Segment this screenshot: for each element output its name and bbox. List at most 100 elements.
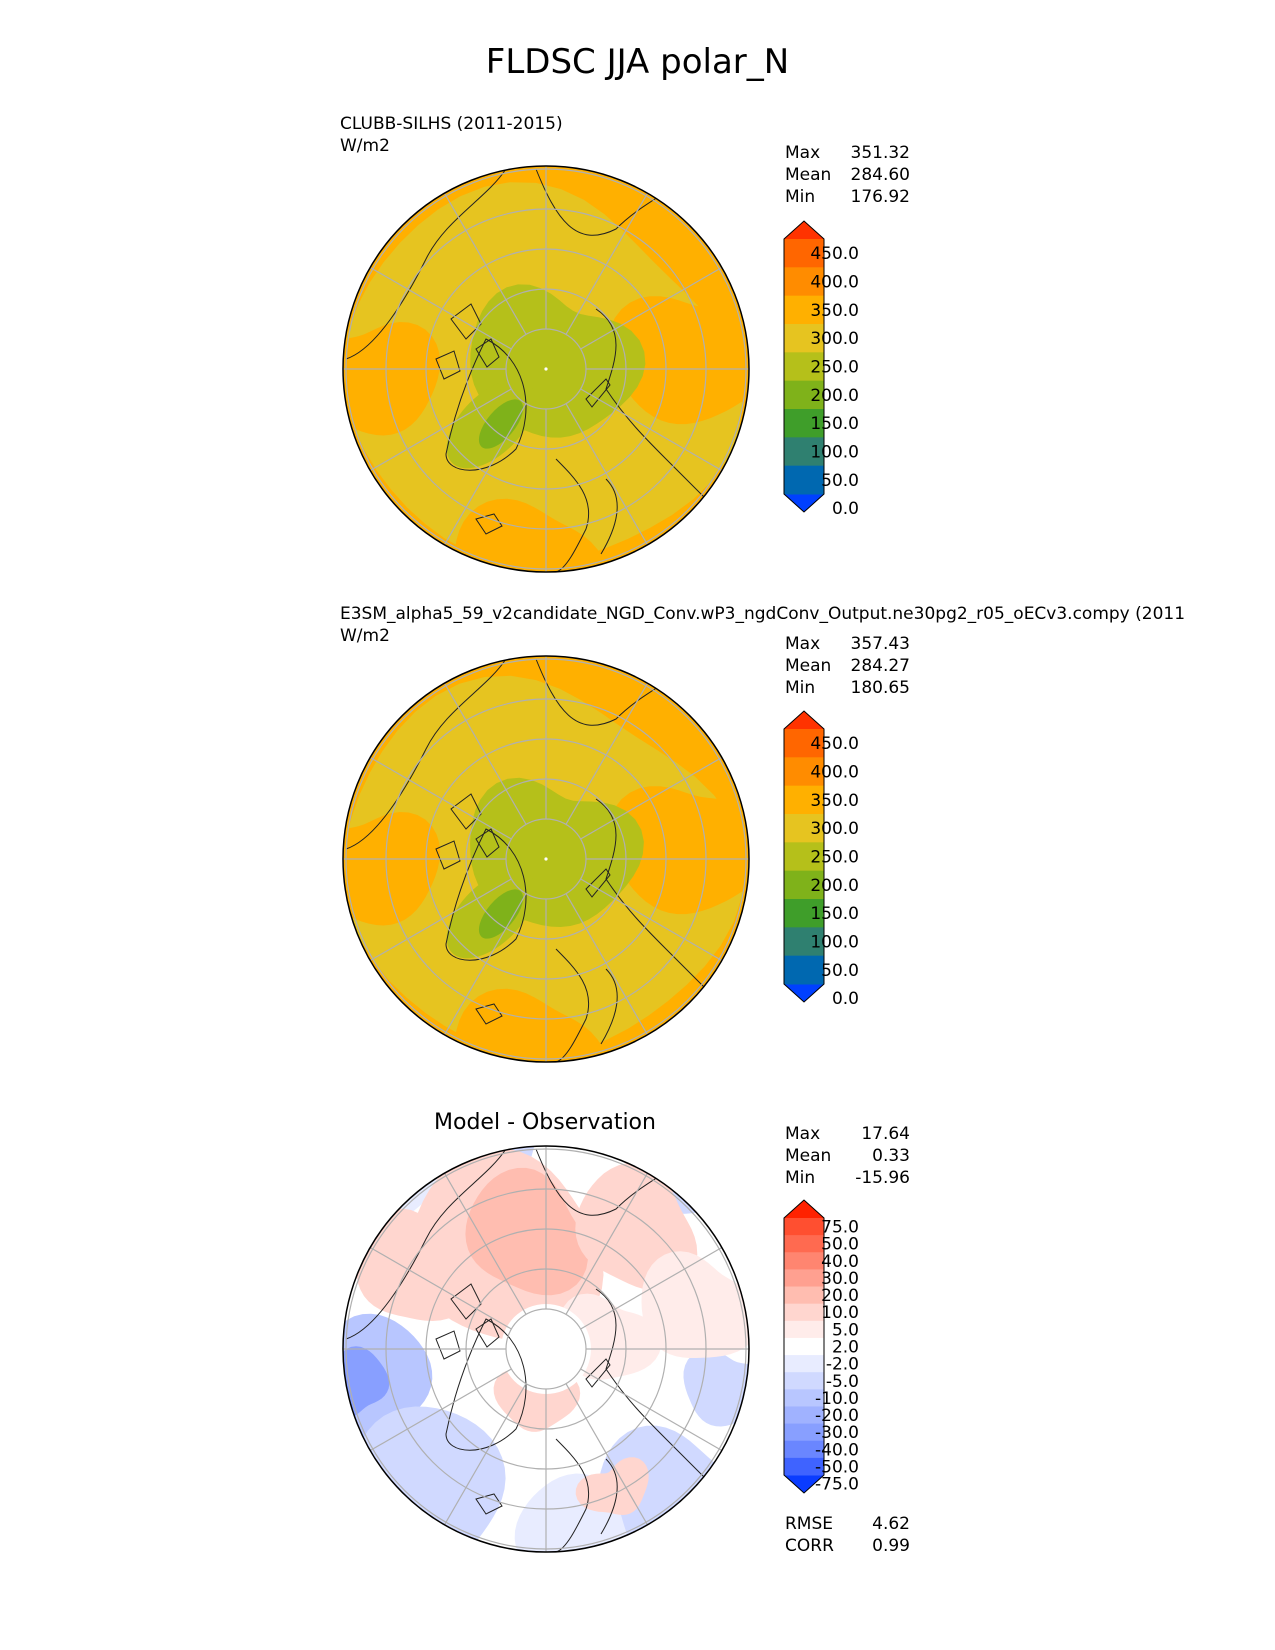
colorbar-tick-label: 5.0 [832,1320,859,1340]
colorbar-extend-min [784,494,824,512]
field-band [478,399,524,449]
meridian-line [565,1172,649,1315]
colorbar-tick-label: 75.0 [821,1218,859,1238]
metric-value: 4.62 [872,1514,910,1534]
field-band [454,498,607,572]
colorbar-tick-label: 40.0 [821,1252,859,1272]
coastline [600,968,618,1045]
colorbar-outline [783,1199,825,1494]
colorbar-segment [784,729,824,758]
colorbar-segment [784,1355,824,1373]
colorbar-segment [784,1235,824,1253]
coastline [475,338,500,368]
meridian-line [369,878,512,962]
pole-marker [544,1347,548,1351]
colorbar-tick-label: 400.0 [810,273,859,293]
metric-label: RMSE [785,1514,834,1534]
coastline [475,828,500,858]
colorbar-extend-max [784,221,824,239]
colorbar-extend-min [784,1475,824,1493]
stat-label: Max [785,1124,821,1144]
meridian-line [369,266,512,350]
meridian-line [443,893,527,1036]
colorbar-tick-label: -50.0 [815,1457,859,1477]
colorbar-tick-label: 400.0 [810,763,859,783]
colorbar-tick-label: -20.0 [815,1406,859,1426]
field-band [608,296,749,425]
field [343,1146,749,1552]
map-outline [342,165,750,573]
colorbar-segment [784,1389,824,1407]
meridian-line [565,682,649,825]
colorbar-segment [784,785,824,815]
coastline [600,478,618,555]
colorbar-segment [784,267,824,297]
metric-value: 0.99 [872,1536,910,1556]
stat-label: Mean [785,656,832,676]
coastline [475,1318,500,1348]
stat-value: -15.96 [855,1168,910,1188]
stat-value: 351.32 [850,143,910,163]
meridian-line [369,1368,512,1452]
colorbar-tick-label: 100.0 [810,443,859,463]
colorbar-extend-min [784,984,824,1002]
coastline [595,798,727,1010]
coastline [435,840,461,870]
field-band [575,1457,649,1515]
meridian-line [369,756,512,840]
colorbar-segment [784,927,824,957]
colorbar-tick-label: 20.0 [821,1286,859,1306]
stat-label: Max [785,634,821,654]
coastline [450,793,482,830]
coastline [585,378,611,408]
colorbar-tick-label: 250.0 [810,358,859,378]
meridian-line [369,1246,512,1330]
coastline [345,658,507,850]
coastline [595,1288,727,1500]
colorbar-tick-label: 2.0 [832,1338,859,1358]
colorbar-extend-max [784,711,824,729]
colorbar-tick-label: 50.0 [821,471,859,491]
colorbar-tick-label: 350.0 [810,791,859,811]
colorbar-extend-max [784,1200,824,1218]
meridian-line [565,893,649,1036]
colorbar-segment [784,1269,824,1288]
colorbar-tick-label: 200.0 [810,876,859,896]
colorbar-segment [784,955,824,985]
colorbar-outline [783,710,825,1003]
panel-1-stats: Max 351.32 Mean 284.60 Min 176.92 [785,143,910,209]
coastline [345,1148,507,1340]
map-outline [342,655,750,1063]
colorbar-segment [784,465,824,495]
stat-value: 17.64 [861,1124,910,1144]
colorbar-segment [784,1303,824,1322]
panel-3-stats: Max 17.64 Mean 0.33 Min -15.96 [785,1124,910,1190]
colorbar-segment [784,1252,824,1270]
colorbar-tick-label: 50.0 [821,961,859,981]
panel-2-units: W/m2 [340,626,390,646]
field [343,656,749,1062]
coastline [475,1493,503,1515]
field-band [608,786,749,915]
colorbar-tick-label: 150.0 [810,904,859,924]
stat-label: Mean [785,165,832,185]
colorbar-segment [784,1286,824,1305]
panel-1-title: CLUBB-SILHS (2011-2015) [340,114,563,134]
colorbar-segment [784,1406,824,1425]
colorbar-segment [784,352,824,382]
stat-value: 357.43 [850,634,910,654]
metric-label: CORR [785,1536,834,1556]
field-band [343,1346,390,1421]
colorbar-tick-label: 350.0 [810,301,859,321]
meridian-line [443,1172,527,1315]
colorbar-segment [784,1457,824,1476]
meridian-line [580,1368,723,1452]
colorbar-outline [783,220,825,513]
colorbar-segment [784,814,824,843]
panel-1-units: W/m2 [340,136,390,156]
coastline [445,338,527,471]
stat-label: Min [785,678,816,698]
meridian-line [565,403,649,546]
stat-value: 284.27 [850,656,910,676]
colorbar-tick-label: -30.0 [815,1423,859,1443]
